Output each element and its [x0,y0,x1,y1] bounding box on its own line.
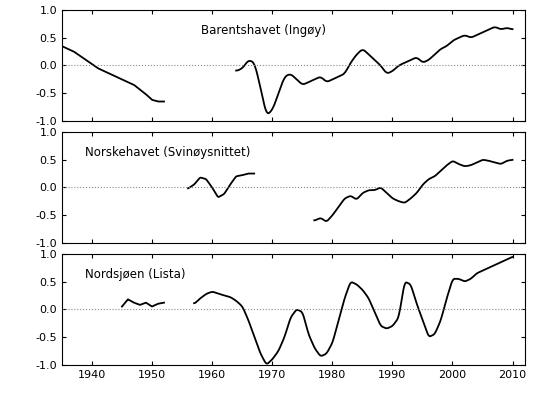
Text: Nordsjøen (Lista): Nordsjøen (Lista) [85,268,186,281]
Text: Barentshavet (Ingøy): Barentshavet (Ingøy) [201,25,325,37]
Text: Norskehavet (Svinøysnittet): Norskehavet (Svinøysnittet) [85,146,250,159]
